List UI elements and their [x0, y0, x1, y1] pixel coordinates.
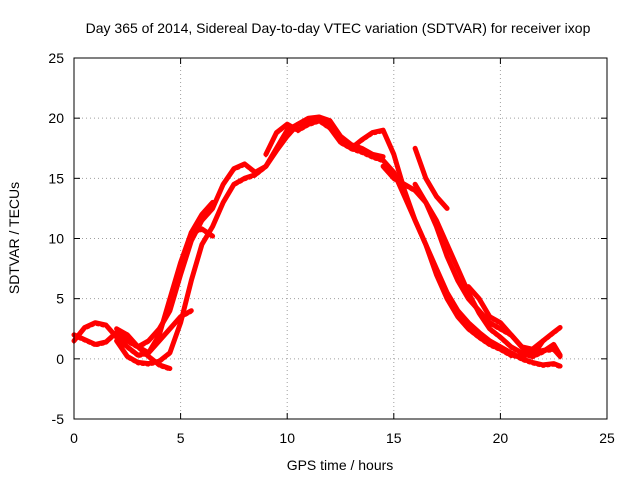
satellite-track-2-line	[71, 114, 333, 350]
satellite-track-3-line	[114, 114, 386, 367]
y-tick-label: 15	[48, 170, 64, 186]
satellite-track-11-jitter	[190, 229, 214, 240]
satellite-track-12-line	[412, 145, 450, 211]
satellite-track-12-jitter	[414, 149, 449, 212]
x-tick-label: 0	[70, 430, 78, 446]
satellite-track-5-line	[348, 145, 563, 369]
x-tick-label: 20	[493, 430, 509, 446]
y-tick-label: -5	[52, 411, 65, 427]
y-tick-label: 0	[56, 351, 64, 367]
y-tick-label: 20	[48, 110, 64, 126]
satellite-track-2-jitter	[73, 118, 331, 350]
chart-title: Day 365 of 2014, Sidereal Day-to-day VTE…	[86, 20, 591, 36]
x-axis-ticks: 0 5 10 15 20 25	[70, 58, 615, 446]
satellite-track-10-jitter	[137, 347, 171, 372]
satellite-track-4-jitter	[264, 121, 562, 360]
y-tick-label: 10	[48, 231, 64, 247]
x-axis-title: GPS time / hours	[287, 457, 394, 473]
x-tick-label: 10	[279, 430, 295, 446]
satellite-track-5-jitter	[350, 149, 562, 370]
data-series	[71, 114, 563, 372]
x-tick-label: 15	[386, 430, 402, 446]
satellite-track-11-line	[188, 226, 216, 239]
y-axis-ticks: -5 0 5 10 15 20 25	[48, 50, 607, 427]
y-tick-label: 5	[56, 291, 64, 307]
x-tick-label: 5	[177, 430, 185, 446]
satellite-track-8-line	[465, 284, 546, 359]
x-tick-label: 25	[599, 430, 615, 446]
satellite-track-10-line	[135, 344, 173, 371]
y-axis-title: SDTVAR / TECUs	[6, 182, 22, 294]
y-tick-label: 25	[48, 50, 64, 66]
satellite-track-3-jitter	[115, 118, 385, 367]
satellite-track-9-line	[114, 308, 194, 356]
satellite-track-8-jitter	[467, 287, 544, 360]
satellite-track-9-jitter	[115, 311, 193, 356]
